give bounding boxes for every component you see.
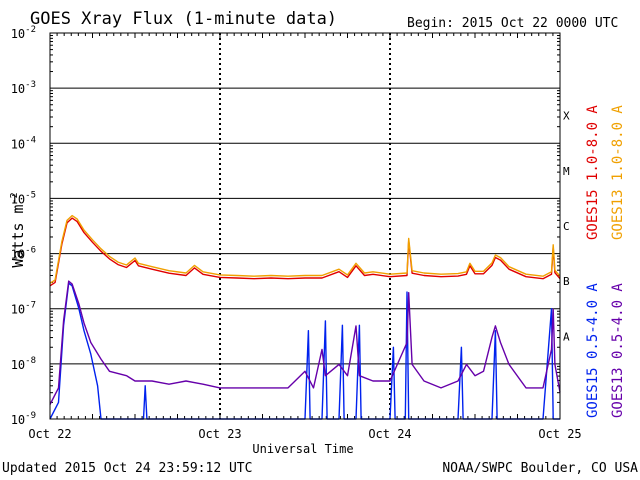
x-axis-label: Universal Time [252, 442, 353, 456]
legend-entry: GOES15 0.5-4.0 A [585, 283, 601, 418]
grid [50, 32, 560, 420]
x-tick-label: Oct 24 [368, 427, 411, 441]
series-line [49, 280, 561, 405]
y-tick-exponent: -6 [25, 246, 36, 256]
series-line [49, 217, 561, 287]
series-lines [49, 214, 561, 420]
y-tick-label: 10-8 [11, 356, 36, 372]
y-tick-label: 10-9 [11, 411, 36, 427]
y-tick-label: 10-3 [11, 80, 36, 96]
flare-class-label: C [563, 220, 570, 233]
y-tick-exponent: -3 [25, 80, 36, 90]
series-line [49, 214, 561, 284]
legend-entry: GOES13 1.0-8.0 A [610, 105, 626, 240]
begin-label: Begin: 2015 Oct 22 0000 UTC [407, 16, 618, 31]
y-tick-exponent: -7 [25, 301, 36, 311]
x-tick-labels: Oct 22 Oct 23 Oct 24 Oct 25 [28, 427, 581, 441]
y-tick-exponent: -5 [25, 190, 36, 200]
credit-text: NOAA/SWPC Boulder, CO USA [442, 461, 638, 476]
y-tick-exponent: -4 [25, 135, 36, 145]
y-tick-label: 10-4 [11, 135, 36, 151]
updated-text: Updated 2015 Oct 24 23:59:12 UTC [2, 461, 252, 476]
flare-class-label: A [563, 330, 570, 343]
flare-class-label: B [563, 275, 570, 288]
y-tick-label: 10-7 [11, 301, 36, 317]
flare-class-label: M [563, 165, 570, 178]
chart-title: GOES Xray Flux (1-minute data) [30, 9, 337, 29]
series-line [49, 282, 560, 420]
legend: GOES15 1.0-8.0 A GOES13 1.0-8.0 A GOES15 0… [585, 105, 626, 418]
y-tick-exponent: -2 [25, 25, 36, 35]
y-tick-label: 10-2 [11, 25, 36, 41]
legend-entry: GOES15 1.0-8.0 A [585, 105, 601, 240]
y-axis-label: Watts m-2 [9, 192, 27, 267]
legend-entry: GOES13 0.5-4.0 A [610, 283, 626, 418]
plot-frame [49, 32, 561, 420]
y-tick-exponent: -8 [25, 356, 36, 366]
flare-class-labels: X M C B A [563, 110, 570, 344]
flare-class-label: X [563, 110, 570, 123]
x-tick-label: Oct 25 [538, 427, 581, 441]
y-tick-exponent: -9 [25, 411, 36, 421]
x-tick-label: Oct 23 [198, 427, 241, 441]
x-tick-label: Oct 22 [28, 427, 71, 441]
